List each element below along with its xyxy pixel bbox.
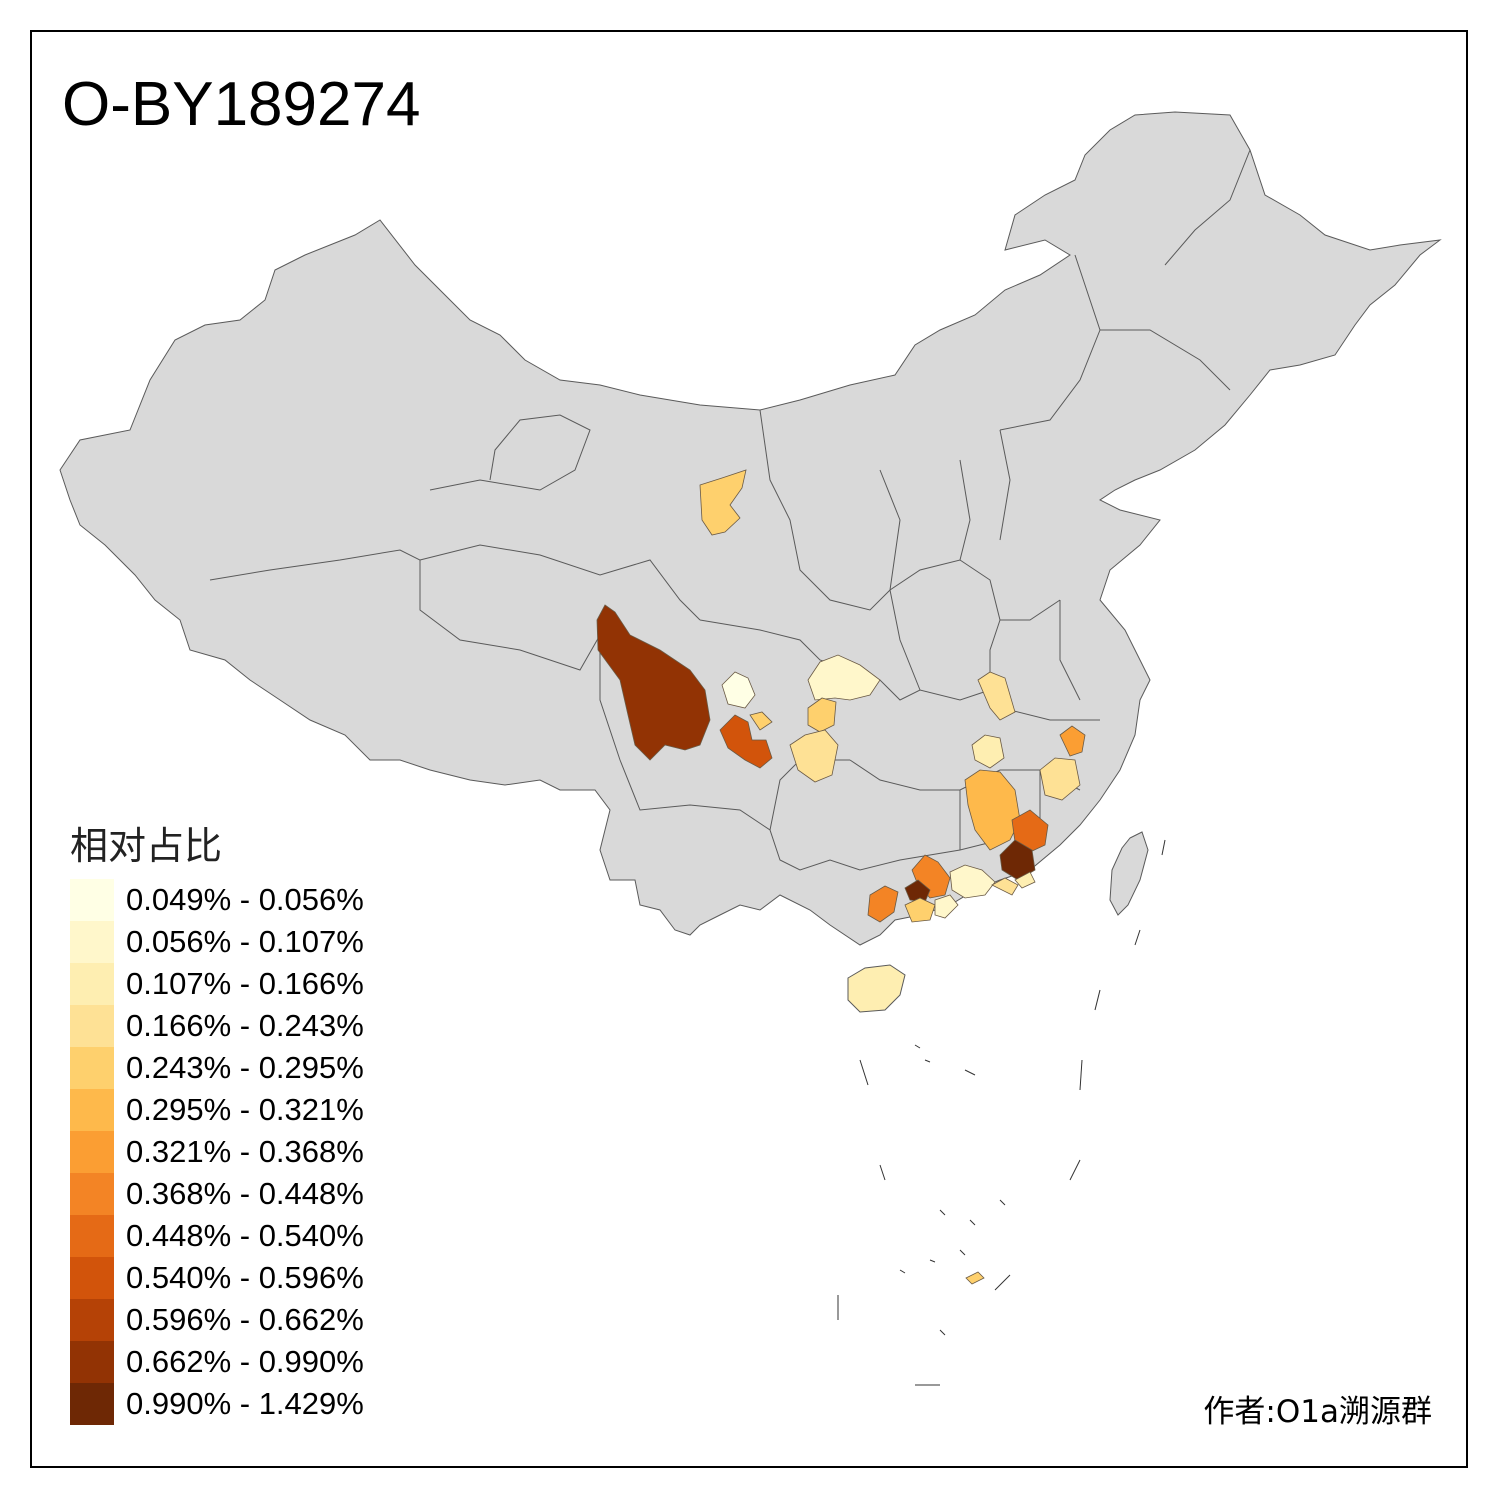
- legend-label: 0.295% - 0.321%: [126, 1092, 364, 1127]
- legend-item: 0.990% - 1.429%: [70, 1383, 364, 1425]
- legend-label: 0.990% - 1.429%: [126, 1386, 364, 1421]
- legend-swatch: [70, 879, 114, 921]
- legend-item: 0.049% - 0.056%: [70, 879, 364, 921]
- legend-swatch: [70, 1047, 114, 1089]
- legend-swatch: [70, 1173, 114, 1215]
- legend-label: 0.596% - 0.662%: [126, 1302, 364, 1337]
- legend-item: 0.056% - 0.107%: [70, 921, 364, 963]
- legend-item: 0.540% - 0.596%: [70, 1257, 364, 1299]
- author-credit: 作者:O1a溯源群: [1203, 1394, 1432, 1430]
- legend-swatch: [70, 921, 114, 963]
- plot-frame: [30, 30, 1468, 1468]
- legend-item: 0.295% - 0.321%: [70, 1089, 364, 1131]
- legend-swatch: [70, 1341, 114, 1383]
- legend-items: 0.049% - 0.056% 0.056% - 0.107% 0.107% - 0…: [70, 879, 364, 1425]
- legend-label: 0.166% - 0.243%: [126, 1008, 364, 1043]
- legend-swatch: [70, 963, 114, 1005]
- legend-item: 0.448% - 0.540%: [70, 1215, 364, 1257]
- legend-swatch: [70, 1383, 114, 1425]
- legend-label: 0.448% - 0.540%: [126, 1218, 364, 1253]
- south-china-sea-islands: [837, 839, 1166, 1386]
- legend-swatch: [70, 1089, 114, 1131]
- legend-swatch: [70, 1215, 114, 1257]
- map-title: O-BY189274: [62, 70, 421, 139]
- legend-item: 0.107% - 0.166%: [70, 963, 364, 1005]
- legend-label: 0.243% - 0.295%: [126, 1050, 364, 1085]
- legend-label: 0.662% - 0.990%: [126, 1344, 364, 1379]
- legend-swatch: [70, 1257, 114, 1299]
- legend-item: 0.243% - 0.295%: [70, 1047, 364, 1089]
- legend-label: 0.049% - 0.056%: [126, 882, 364, 917]
- legend-item: 0.368% - 0.448%: [70, 1173, 364, 1215]
- legend-item: 0.596% - 0.662%: [70, 1299, 364, 1341]
- legend-title: 相对占比: [70, 824, 223, 868]
- legend-swatch: [70, 1131, 114, 1173]
- legend-label: 0.056% - 0.107%: [126, 924, 364, 959]
- legend-item: 0.166% - 0.243%: [70, 1005, 364, 1047]
- legend-label: 0.368% - 0.448%: [126, 1176, 364, 1211]
- legend-swatch: [70, 1005, 114, 1047]
- legend-label: 0.540% - 0.596%: [126, 1260, 364, 1295]
- legend-item: 0.321% - 0.368%: [70, 1131, 364, 1173]
- country-outline: [59, 111, 1442, 1013]
- legend-item: 0.662% - 0.990%: [70, 1341, 364, 1383]
- choropleth-regions: [596, 469, 1086, 1285]
- legend-label: 0.107% - 0.166%: [126, 966, 364, 1001]
- legend-label: 0.321% - 0.368%: [126, 1134, 364, 1169]
- legend: 相对占比 0.049% - 0.056% 0.056% - 0.107% 0.107…: [70, 815, 364, 1425]
- legend-swatch: [70, 1299, 114, 1341]
